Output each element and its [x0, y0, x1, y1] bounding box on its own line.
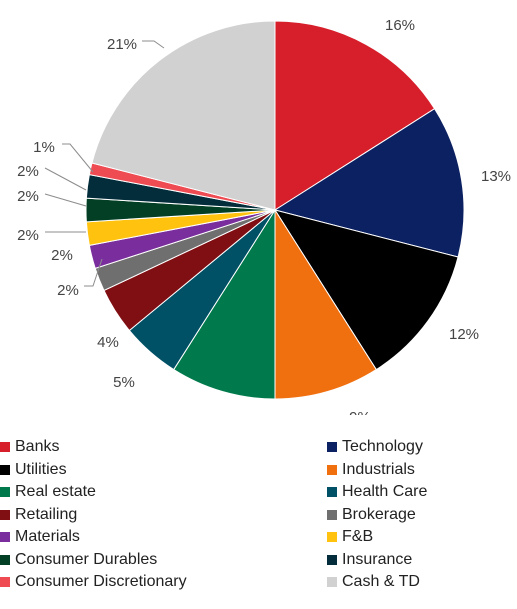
- legend-label: Technology: [342, 438, 423, 455]
- legend-item-materials: Materials: [0, 527, 80, 547]
- data-label-technology: 13%: [481, 168, 511, 185]
- data-label-consumer-durables: 2%: [17, 188, 39, 205]
- legend-item-consumer-discretionary: Consumer Discretionary: [0, 572, 187, 592]
- legend-item-consumer-durables: Consumer Durables: [0, 550, 157, 570]
- legend-swatch: [327, 487, 337, 497]
- legend-item-insurance: Insurance: [327, 550, 412, 570]
- data-label-cash-and-td: 21%: [107, 36, 137, 53]
- slice-industrials: [274, 208, 377, 400]
- legend-item-fandb: F&B: [327, 527, 373, 547]
- legend-label: Consumer Discretionary: [15, 573, 187, 590]
- legend-item-technology: Technology: [327, 437, 423, 457]
- legend-item-utilities: Utilities: [0, 460, 67, 480]
- data-label-retailing: 4%: [97, 334, 119, 351]
- legend-swatch: [0, 554, 10, 565]
- legend-label: Health Care: [342, 483, 428, 500]
- legend-item-brokerage: Brokerage: [327, 505, 416, 525]
- slice-cash-and-td: [91, 20, 276, 211]
- slice-utilities: [273, 209, 459, 371]
- legend-label: Brokerage: [342, 505, 416, 523]
- legend-item-retailing: Retailing: [0, 505, 77, 525]
- legend-swatch: [327, 577, 337, 587]
- data-label-banks: 16%: [385, 17, 415, 34]
- legend-label: Materials: [15, 528, 80, 545]
- leader-lines: [44, 40, 165, 287]
- leader-line-cash-and-td: [142, 40, 165, 49]
- legend-swatch: [0, 509, 10, 520]
- legend-swatch: [0, 577, 10, 587]
- legend-swatch: [0, 532, 10, 542]
- legend-label: Cash & TD: [342, 573, 420, 590]
- legend-item-banks: Banks: [0, 437, 59, 457]
- legend-label: Utilities: [15, 460, 67, 478]
- data-label-fandb: 2%: [17, 227, 39, 244]
- legend-swatch: [327, 464, 337, 475]
- legend-label: Insurance: [342, 550, 413, 568]
- leader-line-brokerage: [84, 258, 103, 287]
- slice-technology: [273, 108, 465, 258]
- percentage-labels: 16%13%12%9%9%5%4%2%2%2%2%2%1%21%: [17, 17, 511, 415]
- pie-slices: [85, 20, 465, 400]
- legend-swatch: [327, 509, 337, 520]
- legend-label: Industrials: [342, 460, 415, 478]
- legend-item-health-care: Health Care: [327, 482, 427, 502]
- data-label-consumer-discretionary: 1%: [33, 139, 55, 156]
- data-label-utilities: 12%: [449, 326, 479, 343]
- data-label-brokerage: 2%: [57, 282, 79, 299]
- legend-label: F&B: [342, 528, 374, 545]
- legend-swatch: [0, 487, 10, 497]
- leader-line-insurance: [44, 167, 87, 191]
- legend-swatch: [0, 464, 10, 475]
- data-label-materials: 2%: [51, 247, 73, 264]
- legend-label: Banks: [15, 438, 60, 455]
- leader-line-consumer-durables: [44, 193, 87, 207]
- data-label-insurance: 2%: [17, 163, 39, 180]
- data-label-health-care: 5%: [113, 374, 135, 391]
- leader-line-consumer-discretionary: [62, 143, 94, 173]
- slice-banks: [274, 20, 436, 211]
- legend-label: Retailing: [15, 505, 78, 523]
- legend-item-cash-and-td: Cash & TD: [327, 572, 420, 592]
- legend-label: Real estate: [15, 483, 96, 500]
- legend-item-industrials: Industrials: [327, 460, 415, 480]
- legend-swatch: [0, 442, 10, 452]
- legend-item-real-estate: Real estate: [0, 482, 96, 502]
- slice-real-estate: [173, 208, 276, 400]
- pie-chart: 16%13%12%9%9%5%4%2%2%2%2%2%1%21%: [17, 17, 511, 415]
- legend-swatch: [327, 532, 337, 542]
- legend-swatch: [327, 554, 337, 565]
- data-label-industrials: 9%: [349, 409, 371, 415]
- legend-label: Consumer Durables: [15, 550, 158, 568]
- legend-swatch: [327, 442, 337, 452]
